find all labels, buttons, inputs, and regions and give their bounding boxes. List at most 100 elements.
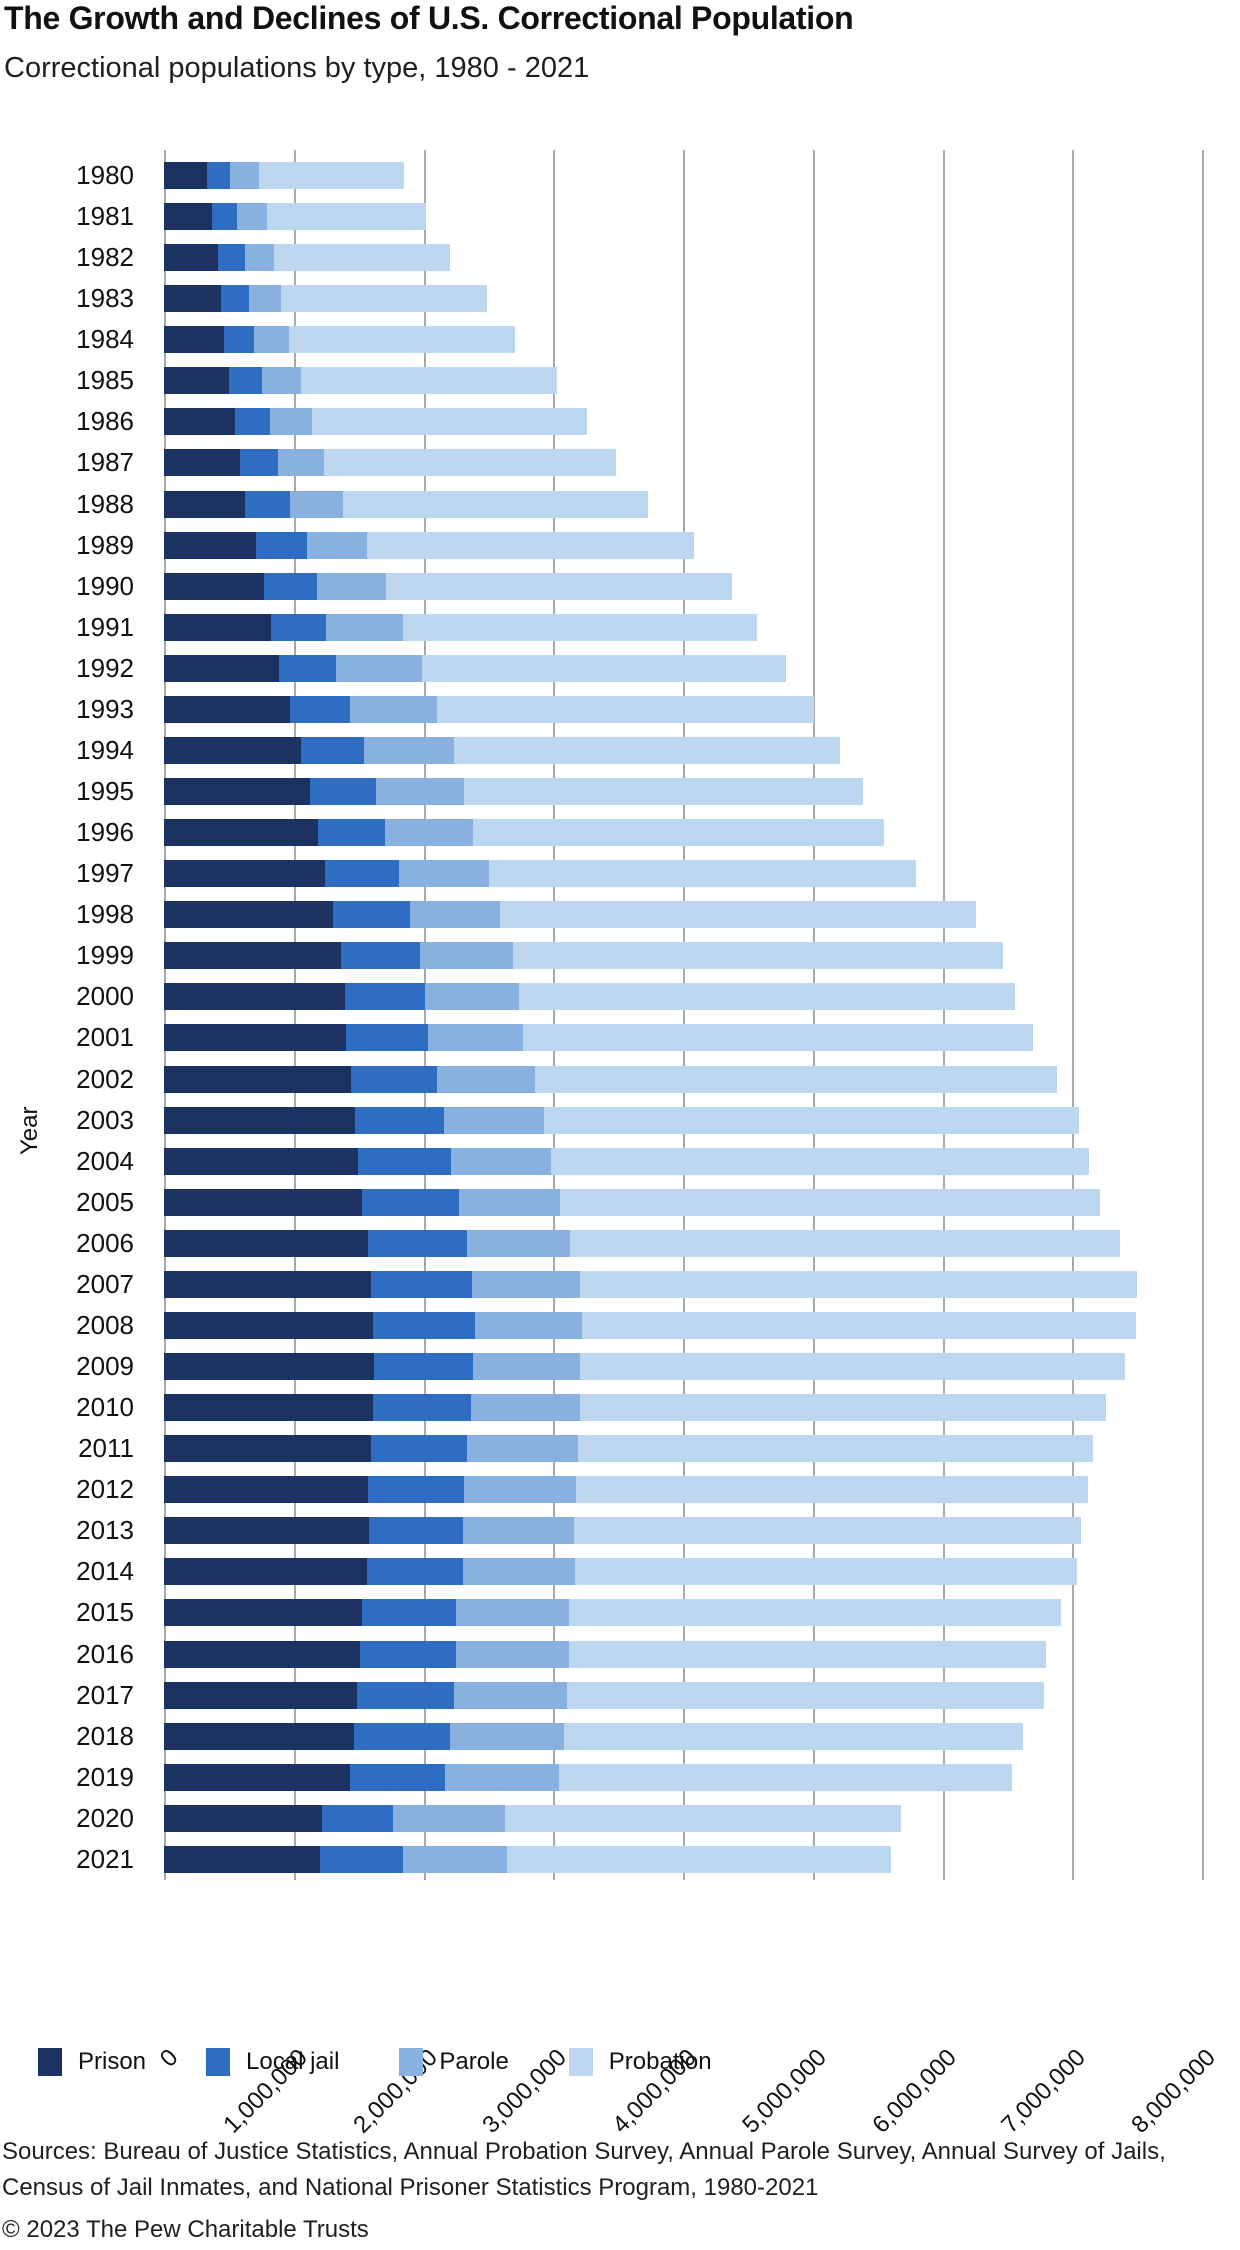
bar-segment-local-jail (245, 490, 290, 518)
y-tick-label: 1981 (76, 201, 134, 232)
grid-line (423, 150, 426, 1880)
bar-segment-prison (164, 1024, 347, 1052)
y-tick-label: 1993 (76, 693, 134, 724)
bar-segment-prison (164, 1640, 360, 1668)
bar-segment-prison (164, 1065, 351, 1093)
bar-row-2002 (164, 1065, 1057, 1093)
bar-segment-prison (164, 449, 240, 477)
bar-segment-parole (326, 613, 404, 641)
bar-row-2019 (164, 1763, 1013, 1791)
y-tick-label: 2017 (76, 1679, 134, 1710)
bar-segment-probation (259, 162, 405, 189)
bar-segment-probation (324, 449, 616, 477)
bar-row-2016 (164, 1640, 1046, 1668)
bar-segment-parole (466, 1229, 571, 1257)
y-tick-label: 1991 (76, 611, 134, 642)
bar-segment-prison (164, 1106, 355, 1134)
bar-segment-parole (237, 203, 267, 231)
bar-segment-probation (558, 1763, 1013, 1791)
bar-segment-local-jail (320, 1845, 403, 1873)
bar-segment-parole (419, 942, 513, 970)
y-tick-label: 1985 (76, 365, 134, 396)
legend-item-parole: Parole (399, 2048, 509, 2076)
bar-segment-local-jail (217, 244, 245, 272)
bar-row-1985 (164, 367, 557, 395)
grid-line (553, 150, 556, 1880)
grid-line (164, 150, 166, 1880)
bar-segment-prison (164, 819, 318, 847)
bar-segment-local-jail (349, 1763, 445, 1791)
bar-segment-parole (458, 1188, 561, 1216)
bar-segment-probation (507, 1845, 892, 1873)
bar-segment-parole (444, 1763, 559, 1791)
bar-segment-probation (403, 613, 758, 641)
bar-row-2021 (164, 1845, 892, 1873)
bar-segment-parole (398, 860, 489, 888)
bar-segment-probation (266, 203, 426, 231)
bar-segment-probation (385, 572, 733, 600)
bar-segment-prison (164, 778, 311, 806)
grid-line (812, 150, 815, 1880)
bar-row-1990 (164, 572, 733, 600)
bar-segment-local-jail (373, 1353, 474, 1381)
bar-segment-probation (512, 942, 1004, 970)
bar-segment-parole (449, 1722, 564, 1750)
legend-swatch (568, 2048, 593, 2076)
bar-segment-prison (164, 285, 221, 313)
grid-line (683, 150, 685, 1880)
bar-segment-local-jail (373, 1394, 471, 1422)
legend-item-probation: Probation (568, 2048, 712, 2076)
bar-segment-probation (421, 654, 787, 682)
bar-segment-prison (164, 1722, 355, 1750)
bar-segment-parole (244, 244, 274, 272)
bar-row-2006 (164, 1229, 1121, 1257)
y-tick-label: 2000 (76, 981, 134, 1012)
bar-row-2018 (164, 1722, 1024, 1750)
bar-segment-parole (464, 1476, 576, 1504)
bar-segment-parole (289, 490, 343, 518)
bar-segment-local-jail (220, 285, 250, 313)
bar-segment-local-jail (361, 1188, 459, 1216)
bar-segment-prison (164, 490, 246, 518)
bar-segment-local-jail (366, 1558, 464, 1586)
bar-row-1995 (164, 778, 864, 806)
y-tick-label: 2008 (76, 1309, 134, 1340)
bar-row-2003 (164, 1106, 1079, 1134)
y-tick-label: 1995 (76, 776, 134, 807)
bar-row-2007 (164, 1270, 1137, 1298)
grid-line (293, 150, 296, 1880)
bar-segment-probation (563, 1722, 1024, 1750)
y-tick-label: 2018 (76, 1720, 134, 1751)
bar-segment-parole (402, 1845, 507, 1873)
y-tick-label: 1999 (76, 940, 134, 971)
bar-segment-local-jail (229, 367, 263, 395)
bar-segment-prison (164, 983, 345, 1011)
bar-segment-parole (450, 1147, 552, 1175)
bar-segment-prison (164, 1558, 367, 1586)
bar-segment-prison (164, 531, 257, 559)
bar-segment-prison (164, 572, 265, 600)
legend-swatch (399, 2048, 424, 2076)
y-tick-label: 2021 (76, 1843, 134, 1874)
bar-segment-probation (580, 1353, 1126, 1381)
bar-segment-local-jail (264, 572, 317, 600)
legend-item-prison: Prison (38, 2048, 146, 2076)
bar-segment-local-jail (372, 1311, 475, 1339)
grid-line (1202, 150, 1204, 1880)
bar-segment-probation (551, 1147, 1089, 1175)
bar-segment-local-jail (310, 778, 376, 806)
y-tick-label: 1989 (76, 529, 134, 560)
bar-segment-prison (164, 1804, 322, 1832)
bar-segment-local-jail (278, 654, 337, 682)
bar-segment-local-jail (344, 983, 426, 1011)
bar-segment-probation (312, 408, 587, 436)
plot-area (164, 150, 1204, 1880)
y-tick-label: 1994 (76, 734, 134, 765)
bar-segment-probation (500, 901, 977, 929)
y-tick-label: 2014 (76, 1556, 134, 1587)
bar-row-2011 (164, 1435, 1094, 1463)
bar-segment-parole (375, 778, 464, 806)
bar-row-2001 (164, 1024, 1034, 1052)
bar-segment-probation (579, 1394, 1106, 1422)
bar-segment-parole (307, 531, 367, 559)
